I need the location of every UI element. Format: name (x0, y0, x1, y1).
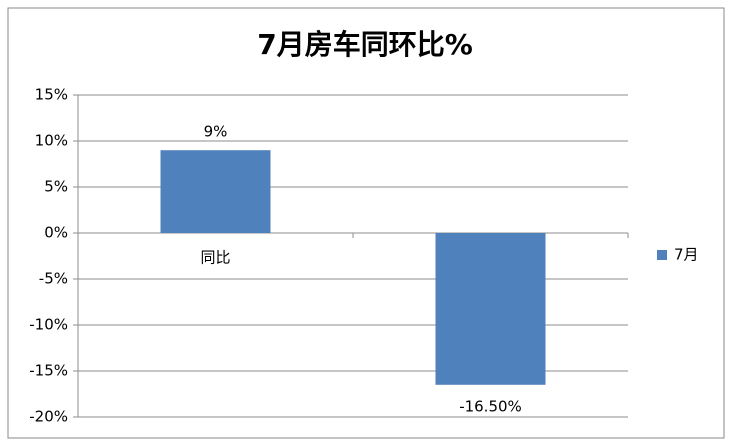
legend-swatch (657, 250, 667, 260)
y-tick-label: -10% (29, 316, 68, 334)
bar (160, 150, 271, 233)
y-tick-label: -15% (29, 362, 68, 380)
chart-border (7, 7, 725, 439)
bar (435, 233, 546, 385)
y-tick-label: -5% (39, 270, 68, 288)
y-tick-label: 0% (44, 224, 68, 242)
chart-title: 7月房车同环比% (257, 28, 473, 61)
x-tick-label: 同比 (200, 249, 230, 267)
y-tick-label: 10% (35, 132, 68, 150)
y-tick-label: 15% (35, 86, 68, 104)
data-label: 9% (204, 123, 228, 141)
y-tick-label: 5% (44, 178, 68, 196)
data-label: -16.50% (459, 397, 522, 415)
y-tick-label: -20% (29, 408, 68, 426)
legend-label: 7月 (674, 246, 699, 264)
